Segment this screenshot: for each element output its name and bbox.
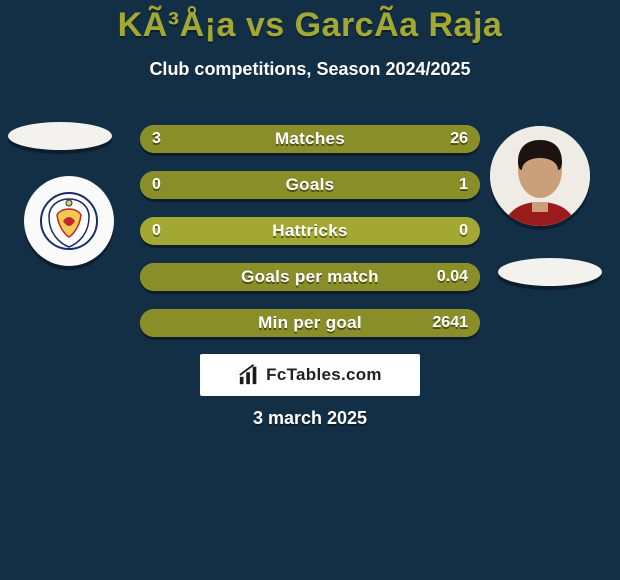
stat-bars: Matches326Goals01Hattricks00Goals per ma… <box>140 125 480 355</box>
left-club-crest <box>24 176 114 266</box>
bar-value-right: 0 <box>459 217 468 245</box>
brand-box: FcTables.com <box>200 354 420 396</box>
bar-label: Min per goal <box>140 309 480 337</box>
bar-label: Goals per match <box>140 263 480 291</box>
bar-value-right: 2641 <box>432 309 468 337</box>
comparison-card: KÃ³Å¡a vs GarcÃ­a Raja Club competitions… <box>0 0 620 580</box>
right-player-avatar <box>490 126 590 226</box>
bar-value-left: 0 <box>152 171 161 199</box>
stat-bar: Min per goal2641 <box>140 309 480 337</box>
bar-value-right: 0.04 <box>437 263 468 291</box>
left-name-ellipse <box>8 122 112 150</box>
right-name-ellipse <box>498 258 602 286</box>
brand-bars-icon <box>238 364 260 386</box>
bar-label: Hattricks <box>140 217 480 245</box>
page-title: KÃ³Å¡a vs GarcÃ­a Raja <box>0 0 620 45</box>
brand-text: FcTables.com <box>266 365 382 385</box>
stat-bar: Goals per match0.04 <box>140 263 480 291</box>
date-text: 3 march 2025 <box>0 408 620 429</box>
bar-label: Goals <box>140 171 480 199</box>
bar-value-left: 0 <box>152 217 161 245</box>
stat-bar: Goals0 1 <box>140 171 480 199</box>
crest-icon <box>39 191 99 251</box>
bar-label: Matches <box>140 125 480 153</box>
subtitle: Club competitions, Season 2024/2025 <box>0 59 620 80</box>
bar-value-left: 3 <box>152 125 161 153</box>
stat-bar: Matches3 26 <box>140 125 480 153</box>
bar-value-right: 1 <box>459 171 468 199</box>
bar-value-right: 26 <box>450 125 468 153</box>
avatar-icon <box>490 126 590 226</box>
stat-bar: Hattricks0 0 <box>140 217 480 245</box>
